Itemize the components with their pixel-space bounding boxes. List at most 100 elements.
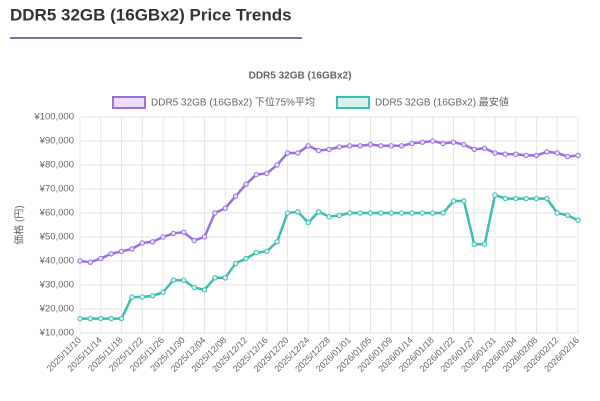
data-point	[253, 171, 260, 178]
data-point	[575, 217, 581, 223]
data-point	[87, 259, 94, 265]
data-point	[347, 210, 353, 216]
data-point	[305, 143, 311, 149]
data-point	[315, 209, 322, 215]
data-point	[264, 170, 270, 177]
data-point	[544, 195, 550, 202]
data-point	[461, 141, 467, 148]
data-point	[367, 210, 374, 216]
data-point	[367, 141, 374, 148]
data-point	[149, 239, 156, 245]
y-tick-label: ¥70,000	[39, 184, 74, 195]
legend-swatch	[112, 96, 146, 109]
data-point	[77, 315, 83, 322]
data-point	[326, 146, 332, 153]
data-point	[336, 212, 343, 219]
data-point	[492, 192, 498, 198]
data-point	[191, 237, 197, 244]
data-point	[450, 198, 457, 204]
data-point	[129, 294, 135, 300]
data-point	[575, 152, 581, 159]
legend-swatch	[335, 96, 370, 109]
data-point	[284, 150, 291, 156]
data-point	[274, 239, 280, 245]
data-point	[513, 195, 519, 202]
data-point	[336, 144, 343, 150]
data-point	[492, 150, 498, 156]
data-point	[378, 143, 384, 149]
data-point	[118, 315, 125, 322]
data-point	[419, 139, 426, 145]
data-point	[160, 289, 166, 295]
data-point	[264, 248, 270, 255]
data-point	[523, 195, 529, 202]
data-point	[388, 143, 394, 149]
data-point	[160, 234, 166, 240]
data-point	[87, 315, 94, 322]
data-point	[481, 145, 488, 151]
y-axis-title: 価格 (円)	[13, 205, 26, 244]
y-tick-label: ¥40,000	[39, 256, 74, 267]
y-tick-label: ¥100,000	[33, 112, 74, 123]
data-point	[523, 152, 529, 159]
data-point	[481, 241, 488, 247]
data-point	[409, 140, 415, 147]
data-point	[554, 210, 560, 216]
data-point	[253, 249, 260, 256]
data-point	[419, 210, 426, 216]
page-heading: DDR5 32GB (16GBx2) Price Trends	[10, 5, 292, 24]
y-tick-label: ¥20,000	[39, 304, 74, 315]
data-point	[295, 209, 301, 215]
legend-label: DDR5 32GB (16GBx2) 最安値	[375, 96, 509, 109]
data-point	[129, 246, 135, 252]
data-point	[440, 140, 446, 147]
data-point	[315, 147, 322, 154]
data-point	[201, 287, 208, 293]
y-tick-label: ¥50,000	[39, 232, 74, 243]
data-point	[149, 293, 156, 299]
data-point	[139, 240, 145, 246]
data-point	[347, 143, 353, 149]
data-point	[357, 210, 363, 216]
data-point	[191, 284, 197, 291]
data-point	[502, 151, 509, 157]
data-point	[502, 195, 509, 202]
data-point	[533, 152, 540, 159]
y-tick-label: ¥10,000	[39, 328, 74, 339]
data-point	[139, 294, 145, 300]
data-point	[243, 255, 249, 262]
data-point	[461, 198, 467, 204]
data-point	[232, 193, 239, 199]
data-point	[170, 230, 177, 237]
data-point	[533, 195, 540, 202]
data-point	[326, 213, 332, 220]
data-point	[212, 210, 218, 216]
data-point	[378, 210, 384, 216]
data-point	[357, 143, 363, 149]
data-point	[284, 210, 291, 216]
data-point	[409, 210, 415, 216]
data-point	[398, 143, 405, 149]
data-point	[181, 277, 187, 283]
data-point	[398, 210, 405, 216]
data-point	[430, 210, 436, 216]
data-point	[564, 212, 571, 219]
data-point	[98, 255, 104, 262]
data-point	[450, 139, 457, 145]
y-tick-label: ¥90,000	[39, 136, 74, 147]
data-point	[170, 277, 177, 283]
data-point	[232, 260, 239, 267]
data-point	[118, 248, 125, 255]
y-tick-label: ¥60,000	[39, 208, 74, 219]
data-point	[243, 181, 249, 187]
data-point	[513, 151, 519, 157]
data-point	[181, 229, 187, 235]
data-point	[544, 149, 550, 155]
data-point	[108, 251, 114, 257]
data-point	[554, 150, 560, 156]
data-point	[295, 150, 301, 156]
y-tick-label: ¥80,000	[39, 160, 74, 171]
data-point	[201, 234, 208, 240]
